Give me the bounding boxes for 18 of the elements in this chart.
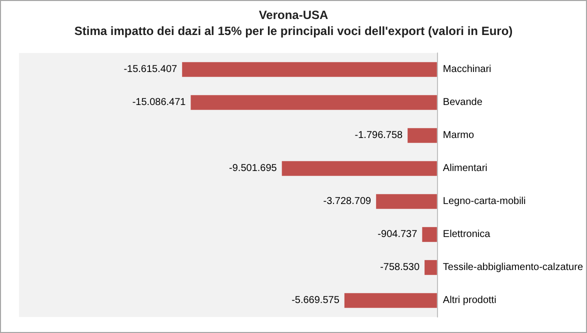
y-tick-label: Altri prodotti	[442, 295, 496, 306]
chart-title: Verona-USA	[258, 8, 329, 22]
data-label: -904.737	[378, 229, 418, 240]
data-label: -5.669.575	[292, 295, 340, 306]
y-tick-label: Legno-carta-mobili	[442, 196, 526, 207]
data-label: -9.501.695	[229, 163, 278, 174]
chart-subtitle: Stima impatto dei dazi al 15% per le principali voci dell'export (valori in Euro)	[74, 24, 513, 38]
data-label: -15.086.471	[132, 97, 186, 108]
y-tick-label: Bevande	[442, 97, 483, 108]
y-tick-label: Marmo	[442, 130, 474, 141]
y-tick-label: Alimentari	[442, 163, 488, 174]
y-tick-label: Tessile-abbigliamento-calzature	[442, 262, 584, 273]
data-label: -758.530	[380, 262, 420, 273]
data-label: -1.796.758	[354, 130, 404, 141]
data-label: -15.615.407	[124, 64, 178, 75]
y-tick-label: Macchinari	[442, 64, 492, 75]
data-label: -3.728.709	[323, 196, 372, 207]
y-tick-label: Elettronica	[442, 229, 491, 240]
